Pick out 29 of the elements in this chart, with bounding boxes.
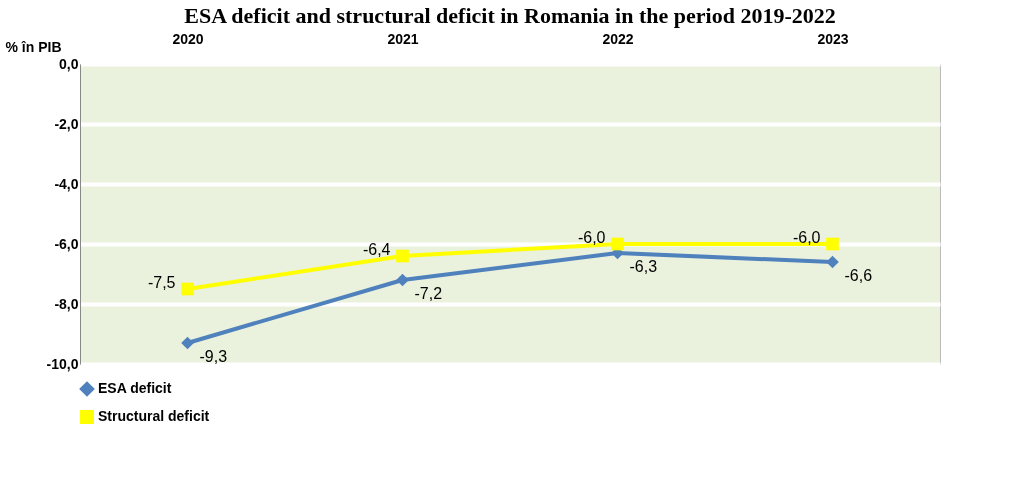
y-tick-label: -10,0	[46, 355, 79, 372]
data-label: -6,0	[577, 229, 606, 246]
data-label: -6,4	[362, 241, 391, 258]
y-tick-label: 0,0	[59, 55, 79, 72]
point	[826, 255, 839, 269]
y-tick-label: -8,0	[54, 295, 79, 312]
data-label: -6,0	[792, 229, 821, 246]
point	[181, 282, 194, 296]
data-label: -6,6	[844, 267, 873, 284]
x-tick-label: 2020	[172, 30, 204, 47]
chart-title: ESA deficit and structural deficit in Romania in the period 2019-2022	[184, 3, 836, 28]
point	[396, 273, 409, 287]
data-label: -7,5	[147, 274, 176, 291]
legend-label: ESA deficit	[98, 380, 172, 396]
x-tick-label: 2021	[387, 30, 419, 47]
x-tick-label: 2022	[602, 30, 634, 47]
point	[396, 249, 409, 263]
data-label: -6,3	[629, 258, 658, 275]
y-tick-label: -4,0	[54, 175, 79, 192]
y-tick-label: -2,0	[54, 115, 79, 132]
point	[826, 237, 839, 251]
point	[181, 336, 194, 350]
point	[611, 237, 624, 251]
y-axis-title: % în PIB	[5, 38, 62, 55]
data-label: -9,3	[199, 348, 228, 365]
legend-label: Structural deficit	[98, 408, 210, 424]
x-tick-label: 2023	[817, 30, 849, 47]
data-label: -7,2	[414, 285, 443, 302]
y-tick-label: -6,0	[54, 235, 79, 252]
